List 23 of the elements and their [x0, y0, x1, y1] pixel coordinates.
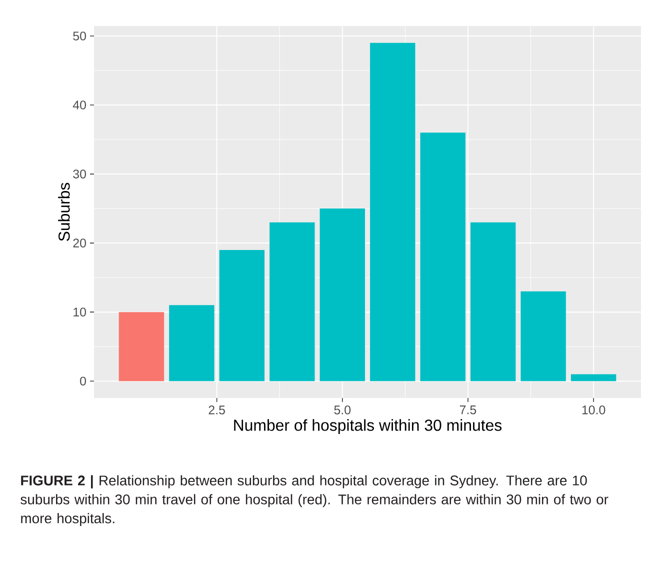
- y-tick-label: 40: [72, 100, 86, 110]
- y-tick-label: 30: [73, 170, 86, 178]
- bar: [219, 250, 265, 382]
- bar: [169, 305, 214, 382]
- x-tick-label: 5.0: [334, 406, 351, 414]
- x-tick-label: 10.0: [582, 406, 606, 414]
- bar: [420, 132, 466, 382]
- bar: [118, 312, 164, 382]
- x-tick-label: 7.5: [460, 406, 476, 414]
- x-axis-title: Number of hospitals within 30 minutes: [234, 419, 502, 434]
- y-tick-label: 0: [80, 376, 86, 386]
- x-tick-label: 2.5: [208, 406, 225, 414]
- bar: [370, 42, 416, 382]
- y-axis-title: Suburbs: [58, 182, 70, 241]
- bar: [520, 291, 566, 382]
- text: FIGURE 2 | Relationship between suburbs and hospital coverage in Sydney. There are 10 suburbs within 30 min travel of one hospital (red). The remainders are within 30 min of two or more hospitals.: [20, 475, 608, 526]
- y-tick-label: 10: [74, 308, 86, 316]
- y-tick-label: 20: [73, 238, 86, 248]
- bar: [470, 222, 516, 382]
- y-tick-label: 50: [73, 32, 86, 40]
- bar: [320, 208, 365, 382]
- bar: [270, 222, 315, 382]
- bar: [570, 374, 616, 382]
